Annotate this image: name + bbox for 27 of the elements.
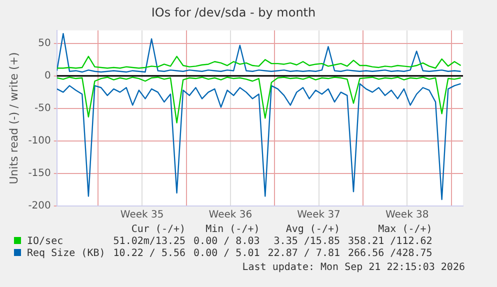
legend-label: Req Size (KB) <box>26 248 106 260</box>
chart-title: IOs for /dev/sda - by month <box>151 5 316 20</box>
y-tick-label: -50 <box>34 103 51 114</box>
y-tick-label: -100 <box>28 136 51 147</box>
y-tick-label: 50 <box>38 38 51 49</box>
text: 22.87 / 7.81 <box>266 248 342 260</box>
y-tick-label: -150 <box>28 168 51 180</box>
y-tick-label: 0 <box>44 70 51 82</box>
text: Min (-/+) <box>204 224 261 236</box>
y-tick-label: -200 <box>28 200 51 212</box>
x-tick-label: Week 35 <box>120 210 164 221</box>
text: 266.56 /428.75 <box>347 248 434 260</box>
text: 51.02m/13.25 <box>112 236 187 248</box>
text: Avg (-/+) <box>284 224 342 236</box>
text: 0.00 / 5.01 <box>192 248 261 260</box>
x-tick-label: Week 38 <box>385 210 429 221</box>
text: 3.35 /15.85 <box>272 236 342 248</box>
text: Last update: Mon Sep 21 22:15:03 2026 <box>242 262 465 273</box>
text: Cur (-/+) <box>130 224 187 236</box>
text: Max (-/+) <box>377 224 434 236</box>
text: 0.00 / 8.03 <box>192 236 261 248</box>
legend-label: IO/sec <box>26 236 64 248</box>
y-axis-title: Units read (-) / write (+) <box>7 52 20 184</box>
x-tick-label: Week 36 <box>208 210 252 221</box>
text: 358.21 /112.62 <box>347 236 434 248</box>
x-tick-label: Week 37 <box>297 210 340 221</box>
text: 10.22 / 5.56 <box>112 248 187 260</box>
